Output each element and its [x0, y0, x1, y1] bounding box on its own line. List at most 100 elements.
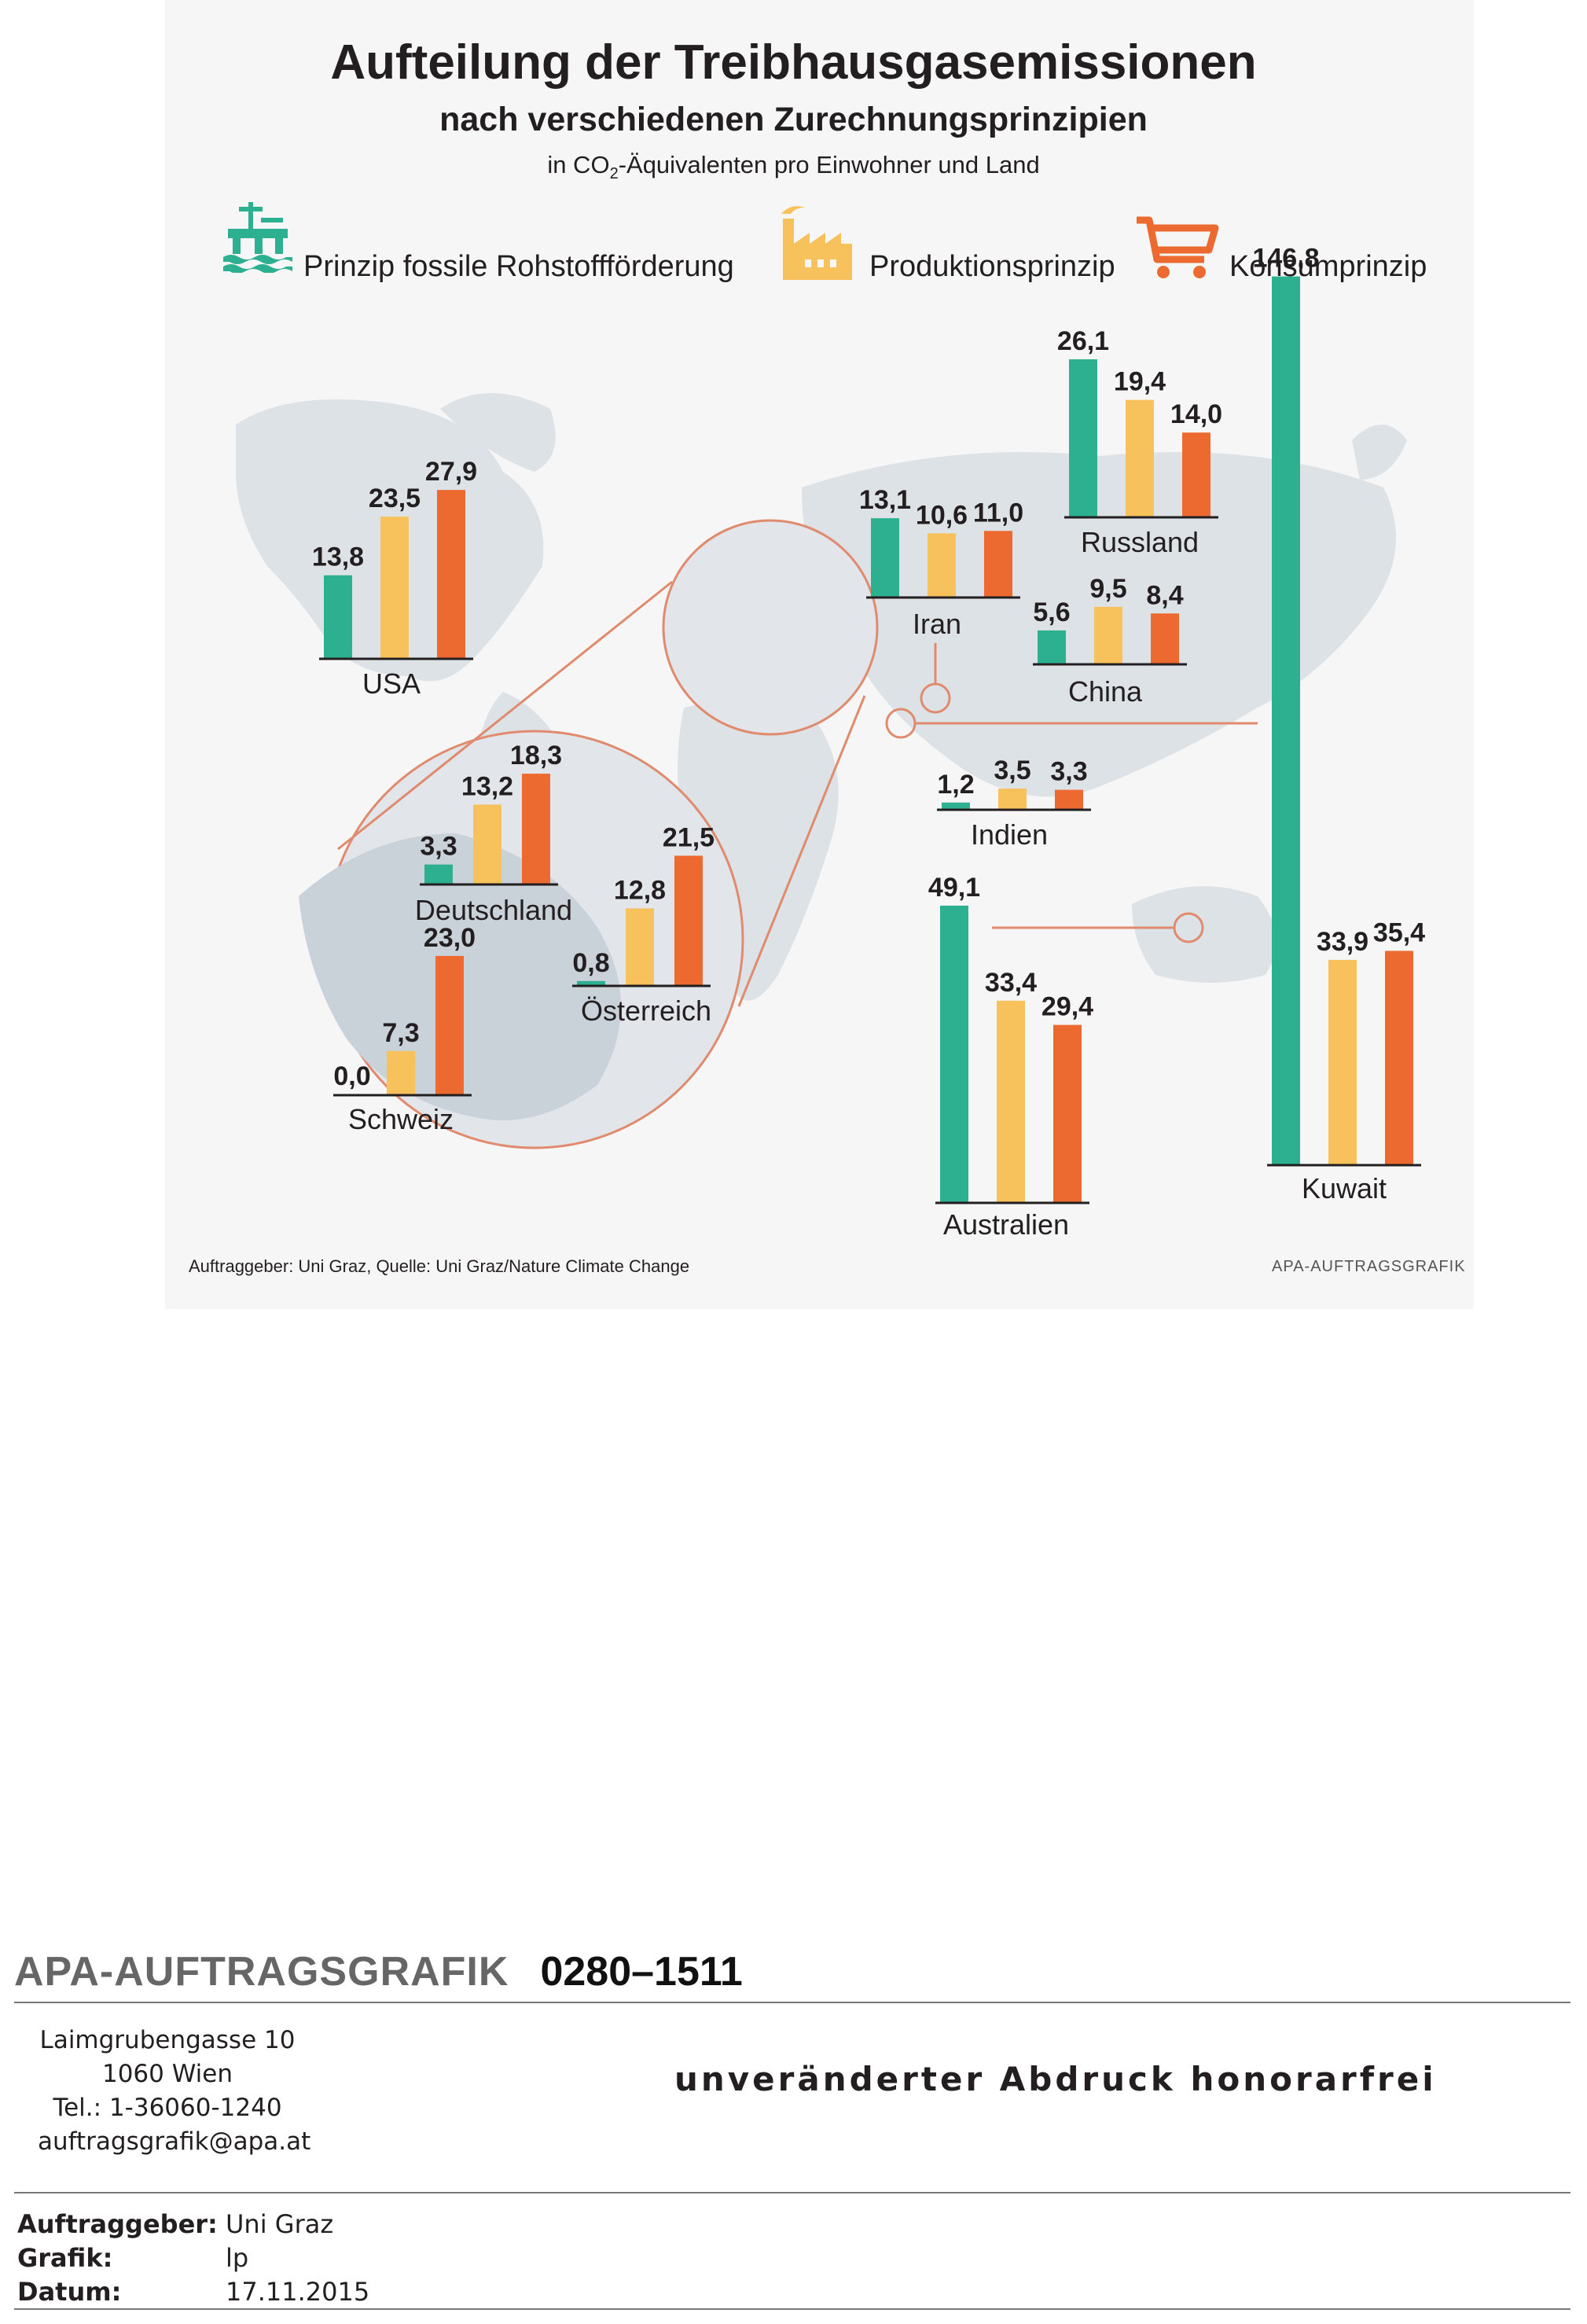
data-label: 18,3: [510, 741, 562, 770]
divider: [14, 2192, 1570, 2193]
bar-australien-1: [940, 905, 968, 1203]
bar-china-2: [1094, 606, 1122, 664]
country-label: China: [1068, 675, 1143, 708]
bar-group-indien: 1,2 3,5 3,3 Indien: [937, 756, 1091, 851]
meta-brand: APA-AUFTRAGSGRAFIK: [14, 1949, 509, 1995]
country-label: Schweiz: [348, 1103, 454, 1135]
data-label: 13,8: [312, 542, 364, 572]
data-label: 146,8: [1252, 244, 1319, 274]
meta-row-client: Auftraggeber: Uni Graz: [17, 2209, 333, 2239]
bar-usa-3: [437, 490, 465, 659]
bar-iran-1: [871, 518, 899, 598]
meta-row-date: Datum: 17.11.2015: [17, 2277, 369, 2307]
unit-subscript: 2: [609, 165, 619, 183]
bar-group-iran: 13,110,6 11,0 Iran: [859, 485, 1023, 640]
data-label: 3,5: [994, 756, 1030, 785]
bar-kuwait-3: [1385, 951, 1413, 1165]
address-email: auftragsgrafik@apa.at: [38, 2127, 311, 2156]
bar-deutschland-3: [522, 774, 550, 884]
meta-row-graphic: Grafik: lp: [17, 2243, 248, 2273]
chart-title: Aufteilung der Treibhausgasemissionen: [330, 35, 1257, 90]
legend-label-consumption: Konsumprinzip: [1229, 250, 1427, 283]
bar-russland-2: [1126, 399, 1154, 517]
bar-österreich-1: [577, 980, 605, 986]
data-label: 14,0: [1170, 399, 1222, 429]
address-line: Tel.: 1-36060-1240: [53, 2094, 282, 2122]
reprint-note: unveränderter Abdruck honorarfrei: [674, 2060, 1437, 2098]
bar-australien-3: [1053, 1024, 1082, 1203]
bar-usa-1: [324, 575, 352, 659]
data-label: 26,1: [1057, 326, 1109, 356]
data-label: 12,8: [614, 875, 666, 905]
bar-schweiz-2: [387, 1050, 415, 1095]
data-label: 13,1: [859, 485, 911, 515]
country-label: Deutschland: [415, 894, 572, 926]
data-label: 10,6: [916, 500, 968, 530]
data-label: 9,5: [1089, 574, 1126, 604]
bar-kuwait-1: [1272, 276, 1300, 1165]
address-block: Laimgrubengasse 10 1060 Wien Tel.: 1-360…: [38, 2024, 311, 2159]
bar-usa-2: [380, 517, 409, 659]
chart-subtitle: nach verschiedenen Zurechnungsprinzipien: [439, 101, 1148, 138]
country-label: Kuwait: [1302, 1172, 1387, 1204]
data-label: 7,3: [382, 1018, 419, 1048]
bar-kuwait-2: [1328, 959, 1357, 1165]
data-label: 3,3: [1050, 757, 1087, 787]
bar-group-österreich: 0,8 12,8 21,5 Österreich: [572, 822, 715, 1027]
legend-label-production: Produktionsprinzip: [869, 250, 1115, 283]
meta-value: 17.11.2015: [226, 2277, 370, 2307]
data-label: 0,0: [333, 1061, 370, 1091]
bar-group-deutschland: 3,3 13,218,3 Deutschland: [415, 741, 572, 926]
data-label: 19,4: [1114, 367, 1166, 397]
legend-label-fossil: Prinzip fossile Rohstoffförderung: [303, 250, 734, 283]
meta-key: Datum:: [17, 2277, 122, 2307]
bar-iran-3: [984, 531, 1012, 598]
address-line: Laimgrubengasse 10: [39, 2026, 296, 2054]
meta-header: APA-AUFTRAGSGRAFIK 0280–1511: [14, 1948, 743, 1995]
bar-schweiz-3: [435, 955, 464, 1095]
meta-number: 0280–1511: [540, 1949, 743, 1995]
data-label: 29,4: [1041, 992, 1093, 1022]
data-label: 13,2: [461, 771, 513, 801]
data-label: 33,9: [1317, 927, 1368, 957]
bar-deutschland-1: [424, 864, 453, 884]
bar-china-1: [1038, 630, 1066, 664]
data-label: 23,5: [369, 484, 421, 513]
country-label: Österreich: [581, 995, 711, 1027]
divider: [14, 2002, 1570, 2003]
bar-österreich-2: [626, 908, 654, 986]
bar-indien-1: [942, 802, 970, 810]
factory-icon: [781, 206, 852, 280]
country-label: USA: [362, 667, 421, 700]
data-label: 21,5: [663, 822, 715, 852]
data-label: 23,0: [424, 923, 476, 953]
bar-russland-3: [1182, 432, 1210, 517]
data-label: 33,4: [985, 968, 1037, 998]
country-label: Iran: [913, 608, 961, 640]
bar-group-australien: 49,1 33,429,4 Australien: [928, 873, 1093, 1241]
data-label: 35,4: [1373, 917, 1425, 947]
data-label: 8,4: [1146, 580, 1183, 610]
meta-key: Grafik:: [17, 2243, 113, 2273]
bar-österreich-3: [674, 855, 703, 986]
unit-suffix: -Äquivalenten pro Einwohner und Land: [618, 151, 1040, 178]
data-label: 5,6: [1033, 598, 1070, 627]
bar-deutschland-2: [473, 804, 501, 884]
divider: [14, 2308, 1570, 2310]
meta-key: Auftraggeber:: [17, 2209, 218, 2239]
bar-group-schweiz: 0,0 7,3 23,0 Schweiz: [333, 923, 476, 1135]
bar-indien-3: [1055, 789, 1083, 810]
meta-value: lp: [226, 2243, 249, 2273]
bar-indien-2: [998, 789, 1027, 810]
data-label: 0,8: [572, 948, 609, 978]
bar-group-china: 5,6 9,5 8,4 China: [1033, 574, 1187, 708]
data-label: 1,2: [937, 770, 974, 800]
bar-group-usa: 13,823,527,9 USA: [312, 457, 477, 700]
bar-china-3: [1151, 613, 1179, 664]
bar-iran-2: [928, 533, 956, 598]
country-label: Australien: [943, 1208, 1069, 1241]
oil-platform-icon: [223, 202, 292, 273]
source-note: Auftraggeber: Uni Graz, Quelle: Uni Graz…: [189, 1256, 690, 1276]
